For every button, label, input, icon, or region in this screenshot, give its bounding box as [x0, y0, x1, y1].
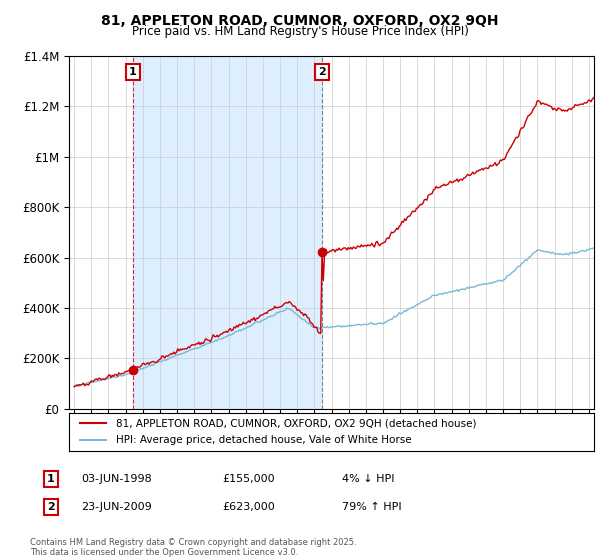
Text: 2: 2: [319, 67, 326, 77]
Text: Contains HM Land Registry data © Crown copyright and database right 2025.
This d: Contains HM Land Registry data © Crown c…: [30, 538, 356, 557]
Text: 79% ↑ HPI: 79% ↑ HPI: [342, 502, 401, 512]
Text: 4% ↓ HPI: 4% ↓ HPI: [342, 474, 395, 484]
Text: HPI: Average price, detached house, Vale of White Horse: HPI: Average price, detached house, Vale…: [116, 435, 412, 445]
Text: 03-JUN-1998: 03-JUN-1998: [81, 474, 152, 484]
Text: 81, APPLETON ROAD, CUMNOR, OXFORD, OX2 9QH: 81, APPLETON ROAD, CUMNOR, OXFORD, OX2 9…: [101, 14, 499, 28]
Text: 1: 1: [129, 67, 137, 77]
Text: £155,000: £155,000: [222, 474, 275, 484]
Text: 1: 1: [47, 474, 55, 484]
Text: Price paid vs. HM Land Registry's House Price Index (HPI): Price paid vs. HM Land Registry's House …: [131, 25, 469, 38]
Text: 81, APPLETON ROAD, CUMNOR, OXFORD, OX2 9QH (detached house): 81, APPLETON ROAD, CUMNOR, OXFORD, OX2 9…: [116, 418, 477, 428]
Text: 2: 2: [47, 502, 55, 512]
Text: 23-JUN-2009: 23-JUN-2009: [81, 502, 152, 512]
Text: £623,000: £623,000: [222, 502, 275, 512]
Bar: [133, 56, 322, 409]
